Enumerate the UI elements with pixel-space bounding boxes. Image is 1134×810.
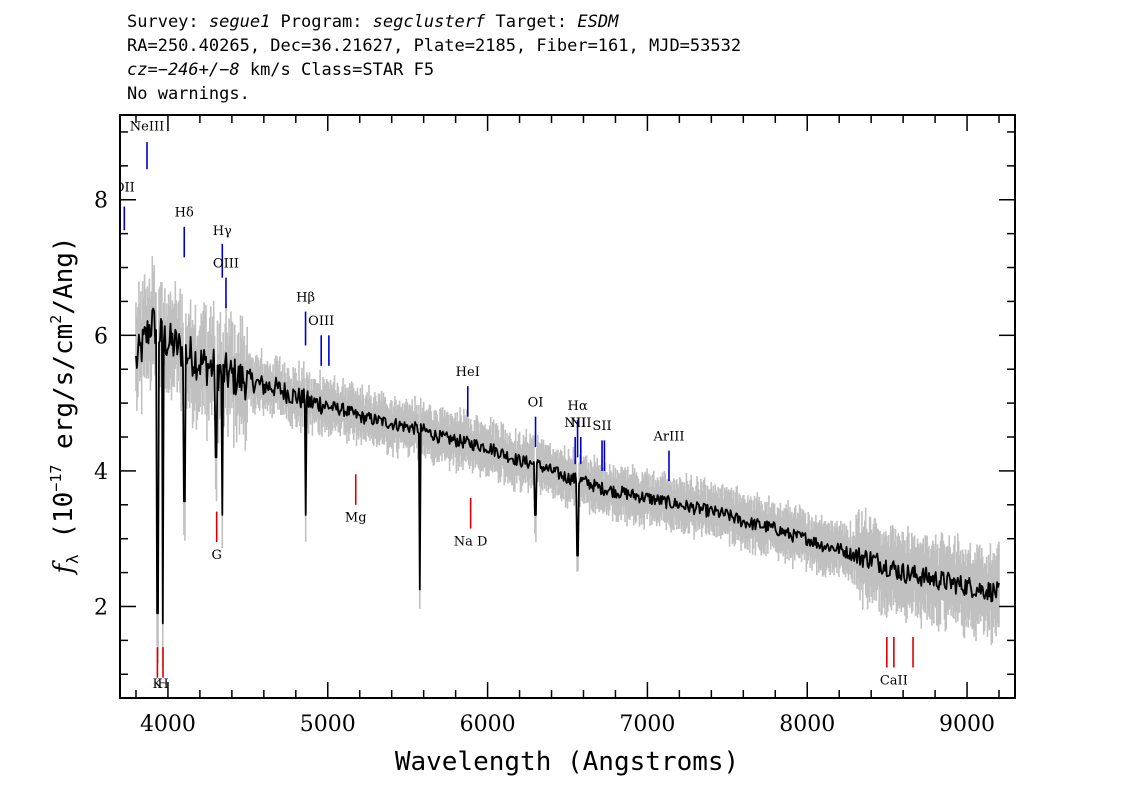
spectral-line-label: K: [153, 677, 163, 692]
program-value: segclusterf: [372, 12, 486, 32]
spectral-line-label: OII: [114, 181, 135, 196]
x-tick-label: 7000: [619, 712, 675, 737]
y-tick-label: 6: [94, 324, 108, 349]
header-line-survey: Survey: segue1 Program: segclusterf Targ…: [127, 10, 741, 34]
x-tick-label: 6000: [460, 712, 516, 737]
x-tick-label: 5000: [300, 712, 356, 737]
spectral-line-label: OI: [528, 396, 544, 411]
spectral-line-label: Na D: [454, 534, 488, 549]
flux-error-band: [135, 256, 1000, 666]
y-tick-label: 4: [94, 460, 108, 485]
flux-line-path: [135, 307, 1000, 625]
spectral-line-label: NII: [564, 416, 586, 431]
y-axis-ticks: 2 4 6 8: [94, 131, 1015, 676]
spectral-line-label: Hβ: [296, 290, 315, 305]
class-text: km/s Class=STAR F5: [239, 60, 435, 80]
spectral-line-label: Mg: [345, 511, 367, 526]
spectral-line-label: Hγ: [213, 224, 232, 239]
target-key: Target:: [485, 12, 578, 32]
spectral-line-label: NII: [570, 416, 592, 431]
spectral-line-label: Hδ: [175, 206, 194, 221]
spectral-line-label: OIII: [308, 314, 334, 329]
spectral-line-label: CaII: [880, 673, 908, 688]
header-line-coordinates: RA=250.40265, Dec=36.21627, Plate=2185, …: [127, 36, 742, 56]
spectral-line-label: NeIII: [130, 120, 164, 135]
header-line-warnings: No warnings.: [127, 84, 250, 104]
header-line-redshift: cz=−246+/−8 km/s Class=STAR F5: [127, 58, 741, 82]
spectrum-header: Survey: segue1 Program: segclusterf Targ…: [127, 10, 741, 106]
spectral-line-label: H: [157, 677, 168, 692]
spectral-line-label: G: [211, 548, 221, 563]
spectral-line-label: ArIII: [652, 429, 684, 444]
target-value: ESDM: [577, 12, 619, 32]
y-tick-label: 2: [94, 595, 108, 620]
plot-frame: [119, 114, 1016, 699]
y-axis-title: fλ (10−17 erg/s/cm2/Ang): [47, 236, 82, 575]
survey-value: segue1: [208, 12, 271, 32]
cz-value: cz=−246+/−8: [127, 60, 240, 80]
x-tick-label: 8000: [779, 712, 835, 737]
spectral-line-label: HeI: [456, 365, 480, 380]
spectral-line-label: SII: [592, 419, 611, 434]
x-tick-label: 4000: [140, 712, 196, 737]
spectral-line-label: OIII: [213, 257, 239, 272]
program-key: Program:: [270, 12, 373, 32]
x-tick-label: 9000: [939, 712, 995, 737]
y-tick-label: 8: [94, 189, 108, 214]
error-band-path: [135, 256, 1000, 666]
survey-key: Survey:: [127, 12, 209, 32]
x-axis-title: Wavelength (Angstroms): [395, 747, 739, 777]
svg-text:fλ (10−17 erg/s/cm2/Ang): fλ (10−17 erg/s/cm2/Ang): [47, 236, 82, 575]
flux-series: [135, 307, 1000, 625]
x-axis-ticks: 4000 5000 6000 7000 8000 9000: [135, 115, 1000, 737]
spectral-line-label: Hα: [568, 399, 588, 414]
